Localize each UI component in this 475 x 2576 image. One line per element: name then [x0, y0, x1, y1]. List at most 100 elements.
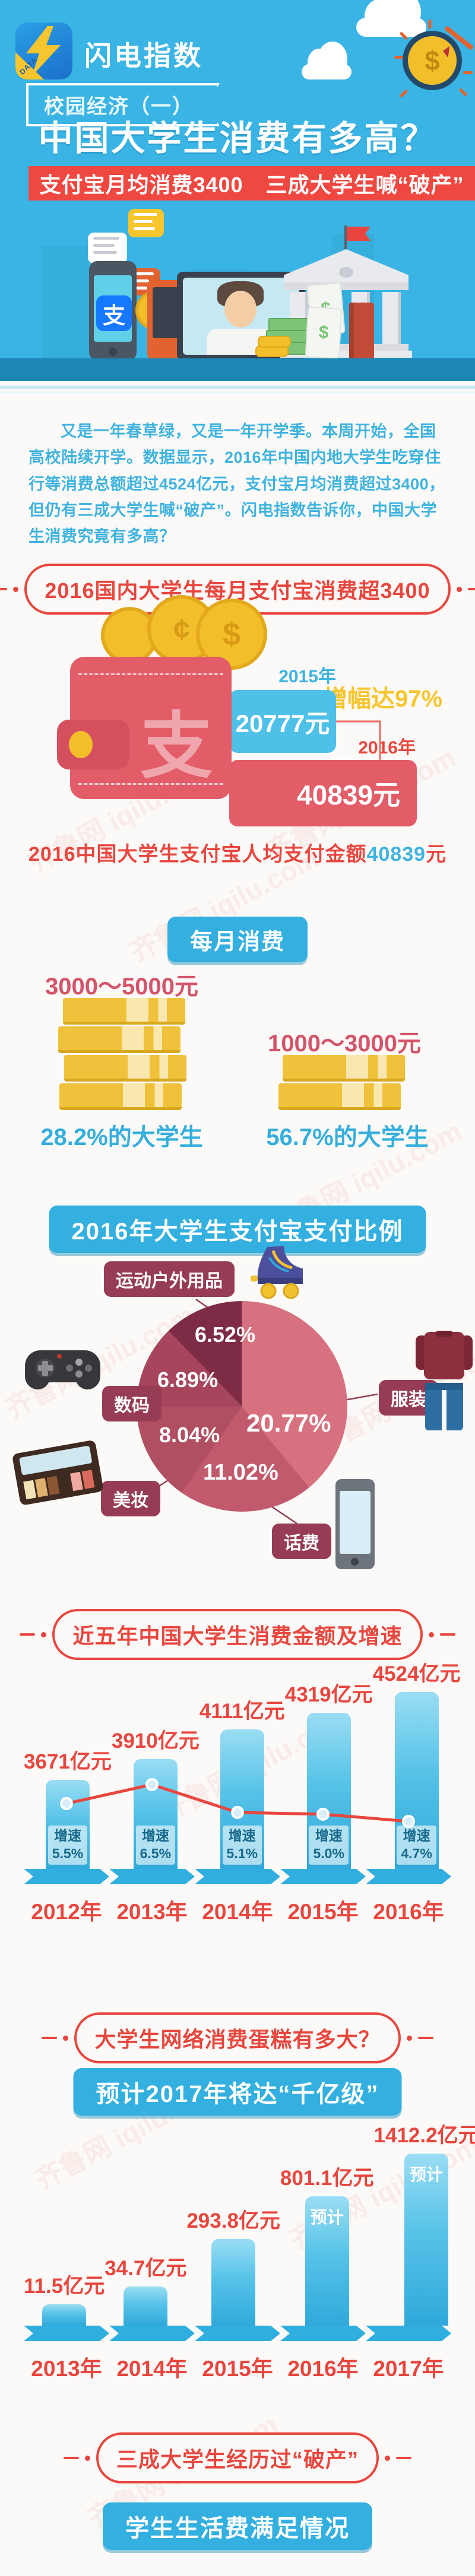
- bar-2015: 20777元: [229, 690, 336, 753]
- section-heading-broke: 三成大学生经历过“破产”: [0, 2432, 475, 2483]
- pie-value-beauty: 8.04%: [159, 1423, 220, 1447]
- page-title: 中国大学生消费有多高？: [38, 119, 437, 158]
- timeline-band: [24, 2326, 451, 2341]
- year-label: 2015年: [287, 1900, 359, 1924]
- bar-value: 4111亿元: [199, 1700, 285, 1723]
- money-stack-short: [278, 1055, 405, 1112]
- subtitle-banner: 支付宝月均消费3400 三成大学生喊“破产”: [28, 166, 475, 201]
- subtitle-right: 三成大学生喊“破产”: [265, 173, 464, 197]
- year-label: 2017年: [373, 2356, 444, 2381]
- year-label: 2014年: [202, 1900, 273, 1924]
- pie-value-phone-bill: 11.02%: [203, 1460, 278, 1485]
- coin-target-arrow-icon: $: [394, 19, 474, 103]
- alipay-glyph: 支: [140, 706, 213, 787]
- online-consumption-bar-chart: 11.5亿元 34.7亿元 293.8亿元 801.1亿元 预计: [24, 2121, 475, 2388]
- chart-column: 34.7亿元: [104, 2251, 186, 2326]
- year-label: 2015年: [202, 2356, 273, 2381]
- year-axis: 2013年 2014年 2015年 2016年 2017年: [24, 2351, 451, 2383]
- chart-column: 4319亿元 增速 5.0%: [285, 1678, 373, 1869]
- growth-annotation: 增幅达97%: [324, 686, 443, 712]
- wallet-comparison-graphic: ¢ $ 支 2015年 20777元 增幅达97% 2016年 40839元: [0, 590, 475, 839]
- section-heading-text: 近五年中国大学生消费金额及增速: [52, 1609, 423, 1660]
- bar: [42, 2304, 87, 2326]
- bar-value: 11.5亿元: [24, 2275, 105, 2298]
- speech-bubble-icon: [88, 233, 127, 263]
- pie-value-digital: 6.89%: [157, 1367, 218, 1392]
- range-label-low: 1000～3000元: [268, 1031, 421, 1057]
- coin-stack-illustration: [258, 336, 291, 348]
- chart-column: 4524亿元 增速 4.7%: [373, 1657, 461, 1869]
- section-heading-online-cake: 大学生网络消费蛋糕有多大？: [0, 2012, 475, 2063]
- chart-column: 11.5亿元: [24, 2269, 104, 2326]
- money-stack-tall: [58, 998, 186, 1112]
- divider-line: [0, 386, 475, 389]
- year-label: 2012年: [31, 1900, 102, 1924]
- pie-value-sports: 6.52%: [195, 1322, 256, 1347]
- header-divider-band: [0, 358, 475, 381]
- skyline-silhouette: [42, 246, 89, 358]
- year-label: 2013年: [31, 2356, 102, 2381]
- bar: 增速 4.7%: [394, 1692, 439, 1869]
- bar: 增速 6.5%: [133, 1759, 178, 1869]
- bar: 预计: [305, 2196, 349, 2326]
- bar: [211, 2239, 256, 2326]
- share-label-low: 56.7%的大学生: [266, 1124, 429, 1150]
- chart-column: 4111亿元 增速 5.1%: [200, 1694, 285, 1869]
- pie-tag-digital: 数码: [102, 1386, 162, 1421]
- year-label: 2013年: [116, 1900, 188, 1924]
- cloud-icon: [302, 42, 352, 79]
- pie-tag-phone-bill: 话费: [272, 1524, 331, 1559]
- range-label-high: 3000～5000元: [45, 974, 198, 1000]
- dollar-bill-icon: $: [305, 306, 343, 358]
- section-heading-text: 大学生网络消费蛋糕有多大？: [74, 2012, 401, 2063]
- year-label: 2016年: [373, 1900, 444, 1924]
- bar-value: 34.7亿元: [104, 2257, 187, 2280]
- bar: 预计: [404, 2154, 449, 2326]
- timeline-band: [24, 1869, 451, 1884]
- bar-label-2015: 2015年: [278, 667, 336, 686]
- bar-value: 293.8亿元: [186, 2209, 280, 2232]
- cloud-icon: [356, 0, 426, 37]
- subtitle-left: 支付宝月均消费3400: [39, 173, 243, 197]
- monthly-spend-badge: 每月消费: [167, 917, 308, 962]
- divider-line: [0, 392, 475, 393]
- chart-column: 1412.2亿元 预计: [374, 2119, 475, 2326]
- alipay-icon: 支: [96, 295, 132, 331]
- bar: 增速 5.0%: [306, 1713, 351, 1869]
- chart-column: 3910亿元 增速 6.5%: [112, 1724, 200, 1869]
- bar-value: 4524亿元: [372, 1662, 461, 1685]
- chart-column: 3671亿元 增速 5.5%: [24, 1745, 112, 1869]
- living-cost-badge: 学生生活费满足情况: [103, 2502, 372, 2550]
- forecast-tag: 预计: [410, 2165, 444, 2184]
- intro-paragraph: 又是一年春草绿，又是一年开学季。本周开始，全国高校陆续开学。数据显示，2016年…: [28, 422, 445, 546]
- header-illustration: 支 $: [0, 208, 475, 358]
- pie-tag-sports: 运动户外用品: [104, 1261, 235, 1297]
- smartphone-icon: [335, 1479, 375, 1569]
- section-heading-text: 三成大学生经历过“破产”: [96, 2432, 379, 2483]
- forecast-badge: 预计2017年将达“千亿级”: [73, 2068, 402, 2116]
- roller-skate-icon: [251, 1246, 303, 1299]
- pie-tag-beauty: 美妆: [101, 1481, 160, 1516]
- makeup-palette-icon: [12, 1440, 103, 1505]
- bar-value: 801.1亿元: [280, 2167, 374, 2190]
- value-2015: 20777元: [235, 709, 330, 737]
- wallet-caption: 2016中国大学生支付宝人均支付金额40839元: [28, 843, 447, 866]
- bar-label-2016: 2016年: [358, 738, 416, 758]
- growth-trend-line: [60, 1778, 415, 1828]
- pie-value-clothes: 20.77%: [246, 1409, 331, 1437]
- wallet-clasp: [57, 720, 129, 769]
- header: DATA 闪电指数 $ 校园经济（一） 中国大学生消费有多高？ 支付宝月均消费3…: [0, 0, 475, 358]
- bar-value: 3910亿元: [111, 1729, 200, 1753]
- chart-column: 293.8亿元: [186, 2204, 280, 2326]
- bar: 增速 5.5%: [45, 1780, 90, 1869]
- bar: 增速 5.1%: [220, 1729, 264, 1869]
- share-label-high: 28.2%的大学生: [40, 1124, 203, 1150]
- speech-bubble-icon: [128, 209, 164, 237]
- monthly-spend-groups: 3000～5000元 1000～3000元 28.2%的大学生 56.7%的大学…: [0, 967, 475, 1151]
- brand-logo: DATA: [15, 23, 72, 79]
- book-illustration: [349, 303, 374, 358]
- flag-icon: [347, 227, 370, 241]
- pie-chart: 20.77% 11.02% 8.04% 6.89% 6.52%: [137, 1301, 347, 1512]
- alipay-share-pie-section: 20.77% 11.02% 8.04% 6.89% 6.52% 运动户外用品 服…: [0, 1245, 475, 1607]
